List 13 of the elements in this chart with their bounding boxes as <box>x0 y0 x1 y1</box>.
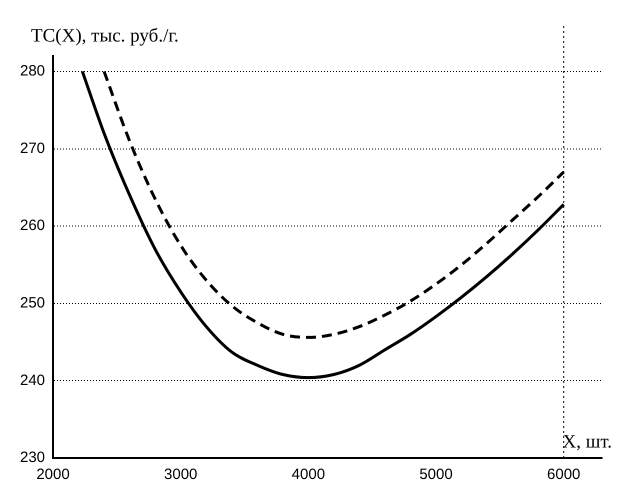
y-axis-title: TC(X), тыс. руб./г. <box>31 25 179 46</box>
y-tick-label: 250 <box>20 294 46 312</box>
y-tick-label: 260 <box>20 217 46 234</box>
x-tick-label: 2000 <box>36 466 70 484</box>
y-tick-label: 230 <box>20 449 46 466</box>
x-tick-label: 6000 <box>547 466 580 484</box>
y-tick-label: 280 <box>20 62 46 80</box>
x-tick-label: 3000 <box>164 466 198 484</box>
x-tick-label: 5000 <box>419 466 453 484</box>
y-tick-label: 270 <box>20 140 46 157</box>
x-tick-label: 4000 <box>292 466 326 484</box>
y-tick-label: 240 <box>20 372 46 389</box>
x-axis-title: X, шт. <box>562 431 612 452</box>
